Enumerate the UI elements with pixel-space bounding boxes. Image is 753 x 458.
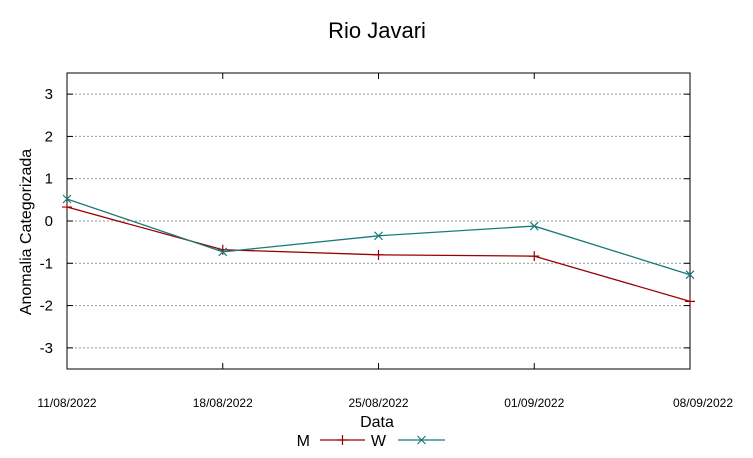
legend-marker-m	[337, 435, 348, 445]
y-axis: 3 2 1 0 -1 -2 -3	[40, 86, 690, 357]
y-axis-label: Anomalia Categorizada	[18, 149, 35, 315]
x-axis-label: Data	[360, 414, 394, 431]
y-tick-label: 2	[45, 128, 53, 145]
data-point-m	[217, 244, 228, 255]
y-tick-label: -1	[40, 255, 53, 272]
y-tick-label: 3	[45, 86, 53, 103]
x-tick-label: 25/08/2022	[348, 396, 408, 410]
data-point-w	[685, 270, 695, 280]
y-tick-label: -3	[40, 340, 53, 357]
legend-label-m: M	[297, 433, 310, 450]
data-point-m	[373, 249, 384, 260]
x-tick-label: 11/08/2022	[37, 396, 96, 410]
x-tick-label: 01/09/2022	[504, 396, 564, 410]
data-point-m	[529, 251, 540, 262]
data-point-w	[374, 231, 383, 241]
data-point-w	[529, 221, 539, 231]
data-point-w	[62, 194, 72, 204]
x-tick-label: 18/08/2022	[193, 396, 253, 410]
legend-label-w: W	[371, 433, 387, 450]
x-axis: 11/08/2022 18/08/2022 25/08/2022 01/09/2022…	[37, 73, 733, 410]
series-layer	[62, 194, 695, 307]
y-tick-label: -2	[40, 298, 53, 315]
data-point-m	[62, 202, 72, 213]
chart-title: Rio Javari	[328, 18, 426, 43]
legend-marker-w	[417, 435, 426, 445]
y-tick-label: 1	[45, 171, 53, 188]
data-point-w	[218, 247, 228, 257]
x-tick-label: 08/09/2022	[673, 396, 733, 410]
grid	[67, 93, 690, 349]
data-point-m	[685, 296, 695, 307]
y-tick-label: 0	[45, 213, 53, 230]
